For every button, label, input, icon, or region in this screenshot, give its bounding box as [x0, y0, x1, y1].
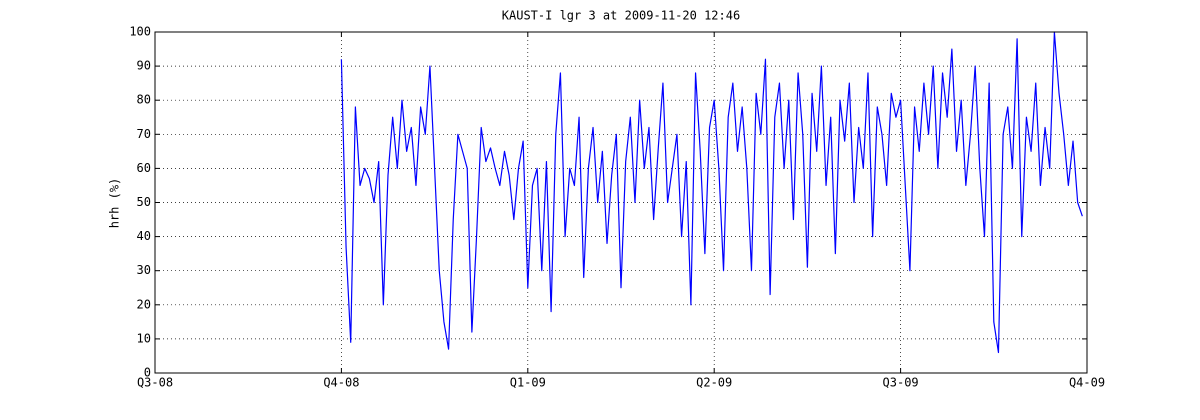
y-tick-label: 50 [137, 195, 151, 209]
y-tick-label: 10 [137, 331, 151, 345]
chart-title: KAUST-I lgr 3 at 2009-11-20 12:46 [502, 9, 740, 23]
data-line [340, 31, 1083, 354]
y-tick-label: 40 [137, 229, 151, 243]
y-tick-label: 60 [137, 161, 151, 175]
y-tick-label: 80 [137, 93, 151, 107]
y-tick-label: 0 [144, 366, 151, 380]
x-tick-label: Q2-09 [696, 376, 732, 390]
x-tick-label: Q4-08 [323, 376, 359, 390]
y-tick-label: 100 [129, 25, 151, 39]
y-tick-label: 30 [137, 263, 151, 277]
y-axis-label: hrh (%) [108, 178, 122, 229]
y-tick-label: 90 [137, 59, 151, 73]
y-tick-label: 20 [137, 297, 151, 311]
x-tick-label: Q3-09 [883, 376, 919, 390]
x-tick-label: Q1-09 [510, 376, 546, 390]
y-tick-label: 70 [137, 127, 151, 141]
plot-frame [154, 31, 1088, 374]
x-tick-label: Q4-09 [1069, 376, 1105, 390]
x-tick-label: Q3-08 [137, 376, 173, 390]
